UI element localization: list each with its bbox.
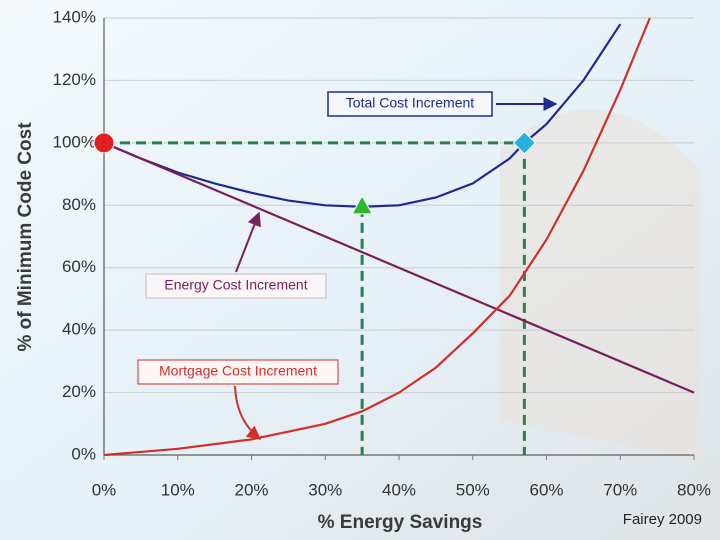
x-tick-label: 40% xyxy=(382,480,416,499)
background-building xyxy=(500,109,700,460)
x-tick-label: 10% xyxy=(161,480,195,499)
marker xyxy=(351,194,373,215)
label-box xyxy=(327,91,493,117)
marker xyxy=(512,131,537,155)
y-tick-label: 60% xyxy=(62,257,96,276)
label-box xyxy=(137,359,339,385)
x-tick-label: 50% xyxy=(456,480,490,499)
y-axis-label: % of Minimum Code Cost xyxy=(15,122,36,352)
x-tick-label: 80% xyxy=(677,480,711,499)
arrow xyxy=(235,211,261,273)
label-box xyxy=(145,273,327,299)
x-tick-label: 20% xyxy=(234,480,268,499)
y-tick-label: 120% xyxy=(53,70,96,89)
series-label: Energy Cost Increment xyxy=(164,277,307,293)
x-tick-label: 0% xyxy=(92,480,117,499)
y-tick-label: 80% xyxy=(62,195,96,214)
x-tick-label: 60% xyxy=(529,480,563,499)
series-line xyxy=(103,23,622,208)
source-citation: Fairey 2009 xyxy=(623,511,702,528)
x-tick-label: 30% xyxy=(308,480,342,499)
series-label: Mortgage Cost Increment xyxy=(159,363,317,379)
series-label: Total Cost Increment xyxy=(346,95,474,111)
annotations: Total Cost Increment Energy Cost Increme… xyxy=(137,91,558,440)
y-tick-label: 20% xyxy=(62,382,96,401)
y-tick-label: 40% xyxy=(62,320,96,339)
y-tick-label: 140% xyxy=(53,7,96,26)
marker xyxy=(93,132,115,154)
series-line xyxy=(103,141,695,394)
x-axis-label: % Energy Savings xyxy=(318,512,483,533)
arrow xyxy=(234,385,262,440)
y-tick-label: 0% xyxy=(71,444,96,463)
y-tick-label: 100% xyxy=(53,132,96,151)
x-tick-label: 70% xyxy=(603,480,637,499)
